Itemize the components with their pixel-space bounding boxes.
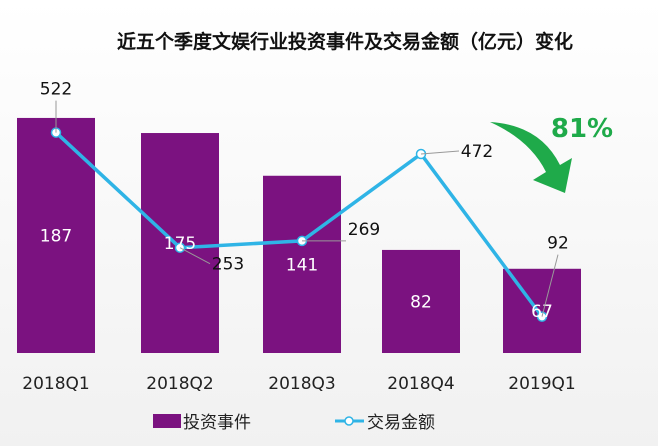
annotation: 81% xyxy=(490,114,613,193)
bar-2018Q4 xyxy=(382,249,460,353)
legend-marker xyxy=(344,416,354,426)
leader-line xyxy=(541,254,559,317)
legend-label-bar: 投资事件 xyxy=(183,413,251,433)
x-tick-label: 2018Q3 xyxy=(268,374,335,394)
line-value-label: 92 xyxy=(547,234,569,254)
legend: 投资事件 交易金额 xyxy=(153,413,435,433)
x-tick-label: 2018Q4 xyxy=(387,374,454,394)
leader-line xyxy=(179,247,211,265)
bar-2018Q3 xyxy=(263,175,341,353)
leader-line xyxy=(420,150,460,155)
line-value-label: 522 xyxy=(40,80,72,100)
bar-value-label: 141 xyxy=(286,255,318,275)
legend-swatch-bar xyxy=(153,414,181,428)
x-tick-label: 2019Q1 xyxy=(508,374,575,394)
legend-label-line: 交易金额 xyxy=(367,413,435,433)
bar-value-label: 67 xyxy=(531,302,553,322)
bar-value-label: 82 xyxy=(410,292,432,312)
line-value-label: 253 xyxy=(212,255,244,275)
bar-value-label: 175 xyxy=(164,234,196,254)
line-value-label: 269 xyxy=(348,220,380,240)
curved-down-arrow-icon xyxy=(490,122,572,193)
line-value-label: 472 xyxy=(461,142,493,162)
bar-value-label: 187 xyxy=(40,226,72,246)
percent-change-label: 81% xyxy=(551,114,613,144)
x-tick-label: 2018Q2 xyxy=(146,374,213,394)
x-tick-label: 2018Q1 xyxy=(22,374,89,394)
chart-title: 近五个季度文娱行业投资事件及交易金额（亿元）变化 xyxy=(117,30,573,53)
